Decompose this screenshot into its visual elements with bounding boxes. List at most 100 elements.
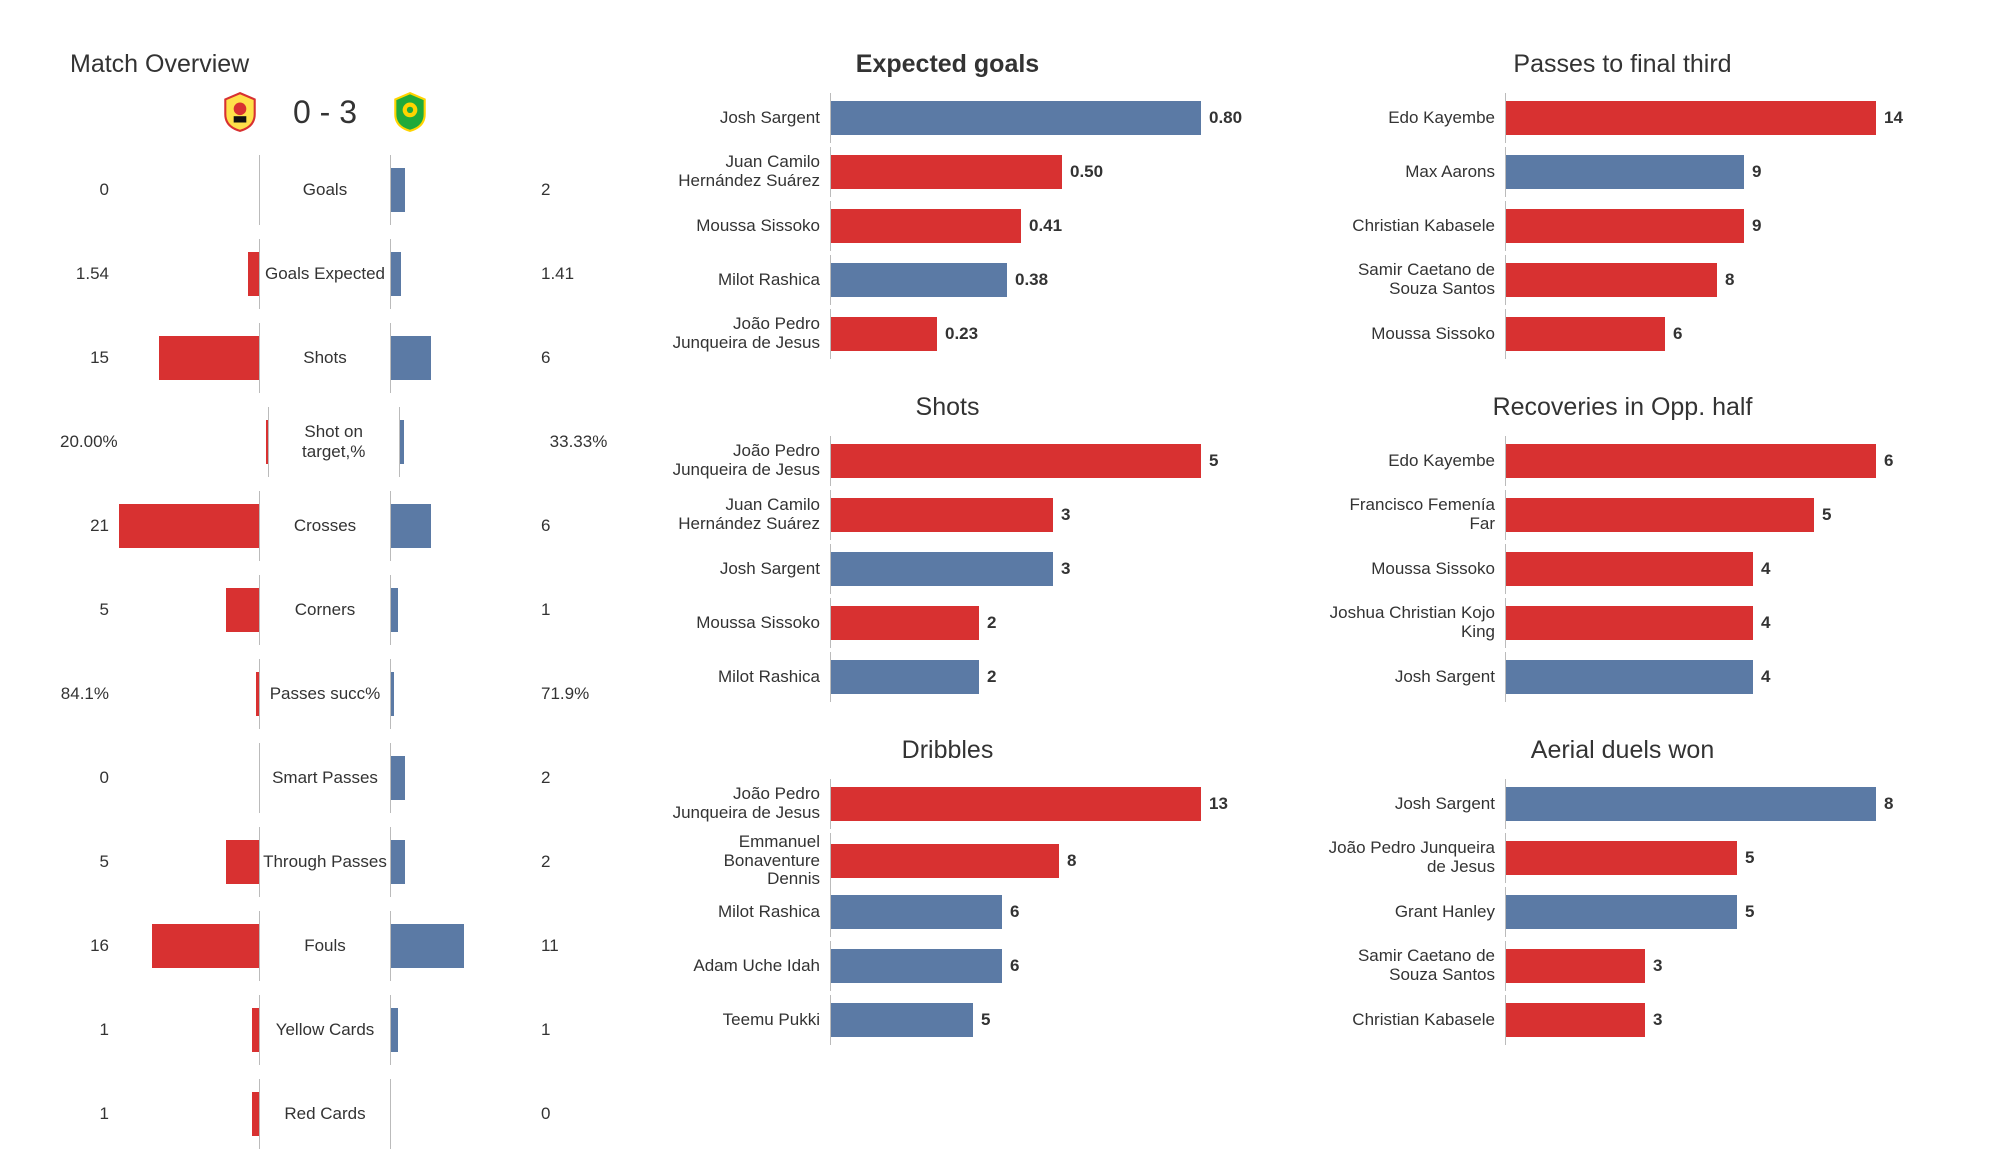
overview-metric-label: Goals Expected [260, 264, 390, 284]
overview-right-bar [391, 1008, 398, 1052]
overview-left-bar [152, 924, 259, 968]
overview-left-value: 15 [90, 348, 109, 368]
overview-right-track [390, 827, 535, 897]
player-row: João Pedro Junqueira de Jesus13 [630, 779, 1265, 829]
player-bar-track: 0.23 [830, 309, 1265, 359]
overview-left-bar [256, 672, 259, 716]
player-name: Moussa Sissoko [1305, 560, 1505, 579]
overview-row: 21Crosses6 [60, 491, 590, 561]
overview-left-bar [159, 336, 259, 380]
player-name: Josh Sargent [630, 109, 830, 128]
player-bar [1506, 1003, 1645, 1037]
player-bar [1506, 263, 1717, 297]
overview-right-track [390, 155, 535, 225]
overview-left-track [115, 1079, 260, 1149]
player-chart-title: Shots [630, 393, 1265, 422]
overview-left-track [115, 743, 260, 813]
player-bar-track: 3 [1505, 941, 1940, 991]
player-value: 8 [1067, 851, 1076, 871]
player-bar [1506, 787, 1876, 821]
overview-metric-label: Red Cards [260, 1104, 390, 1124]
overview-right: 1 [390, 575, 590, 645]
player-row: João Pedro Junqueira de Jesus5 [1305, 833, 1940, 883]
overview-row: 1Red Cards0 [60, 1079, 590, 1149]
player-name: Emmanuel Bonaventure Dennis [630, 833, 830, 889]
overview-left-value: 0 [100, 180, 109, 200]
player-row: Christian Kabasele3 [1305, 995, 1940, 1045]
overview-right-value: 2 [541, 180, 550, 200]
overview-left: 15 [60, 323, 260, 393]
player-bar-track: 5 [1505, 887, 1940, 937]
overview-left-value: 20.00% [60, 432, 118, 452]
overview-right-bar [391, 504, 431, 548]
player-name: Adam Uche Idah [630, 957, 830, 976]
player-bar-track: 5 [1505, 490, 1940, 540]
overview-left-value: 5 [100, 600, 109, 620]
player-row: Juan Camilo Hernández Suárez3 [630, 490, 1265, 540]
overview-right-bar [391, 168, 405, 212]
overview-right-value: 1.41 [541, 264, 574, 284]
overview-left: 5 [60, 827, 260, 897]
overview-left: 1.54 [60, 239, 260, 309]
overview-left-track [115, 995, 260, 1065]
overview-right: 2 [390, 743, 590, 813]
overview-right-value: 11 [541, 936, 559, 956]
overview-left-bar [252, 1092, 259, 1136]
player-bar-track: 0.41 [830, 201, 1265, 251]
player-value: 0.38 [1015, 270, 1048, 290]
overview-right-track [390, 491, 535, 561]
player-bar-track: 6 [1505, 309, 1940, 359]
player-bar-track: 5 [830, 436, 1265, 486]
player-value: 5 [1745, 848, 1754, 868]
player-value: 13 [1209, 794, 1228, 814]
overview-left: 20.00% [60, 407, 269, 477]
player-bar [831, 444, 1201, 478]
player-bar-track: 8 [830, 833, 1265, 889]
player-row: João Pedro Junqueira de Jesus0.23 [630, 309, 1265, 359]
overview-left-track [115, 827, 260, 897]
overview-metric-label: Shot on target,% [269, 422, 399, 461]
player-row: Josh Sargent4 [1305, 652, 1940, 702]
player-bar [1506, 498, 1814, 532]
player-name: Christian Kabasele [1305, 217, 1505, 236]
player-row: Joshua Christian Kojo King4 [1305, 598, 1940, 648]
player-row: Teemu Pukki5 [630, 995, 1265, 1045]
player-name: Moussa Sissoko [630, 217, 830, 236]
player-value: 0.80 [1209, 108, 1242, 128]
match-overview-panel: Match Overview 0 - 3 0Goals21.54Goals Ex… [60, 50, 590, 1149]
overview-left-track [124, 407, 269, 477]
player-name: Joshua Christian Kojo King [1305, 604, 1505, 641]
player-bar-track: 5 [1505, 833, 1940, 883]
overview-left-bar [266, 420, 268, 464]
player-bar-track: 6 [830, 941, 1265, 991]
player-chart-title: Recoveries in Opp. half [1305, 393, 1940, 422]
overview-right-value: 1 [541, 1020, 550, 1040]
overview-metric-label: Goals [260, 180, 390, 200]
player-bar [1506, 841, 1737, 875]
overview-left-track [115, 575, 260, 645]
overview-right-track [390, 239, 535, 309]
overview-left-value: 0 [100, 768, 109, 788]
player-name: Teemu Pukki [630, 1011, 830, 1030]
overview-left: 1 [60, 995, 260, 1065]
player-name: Moussa Sissoko [1305, 325, 1505, 344]
overview-left-bar [248, 252, 259, 296]
overview-row: 20.00%Shot on target,%33.33% [60, 407, 590, 477]
player-bar-track: 3 [830, 544, 1265, 594]
player-value: 3 [1061, 559, 1070, 579]
player-row: Josh Sargent3 [630, 544, 1265, 594]
player-name: Grant Hanley [1305, 903, 1505, 922]
player-name: Juan Camilo Hernández Suárez [630, 153, 830, 190]
overview-left: 0 [60, 743, 260, 813]
overview-right-value: 33.33% [550, 432, 608, 452]
player-chart-title: Expected goals [630, 50, 1265, 79]
player-value: 6 [1884, 451, 1893, 471]
player-chart: DribblesJoão Pedro Junqueira de Jesus13E… [630, 736, 1265, 1049]
player-name: Josh Sargent [1305, 668, 1505, 687]
player-bar [831, 949, 1002, 983]
overview-row: 1.54Goals Expected 1.41 [60, 239, 590, 309]
player-chart: Passes to final thirdEdo Kayembe14Max Aa… [1305, 50, 1940, 363]
player-bar [831, 209, 1021, 243]
overview-left-value: 84.1% [61, 684, 109, 704]
player-bar-track: 5 [830, 995, 1265, 1045]
